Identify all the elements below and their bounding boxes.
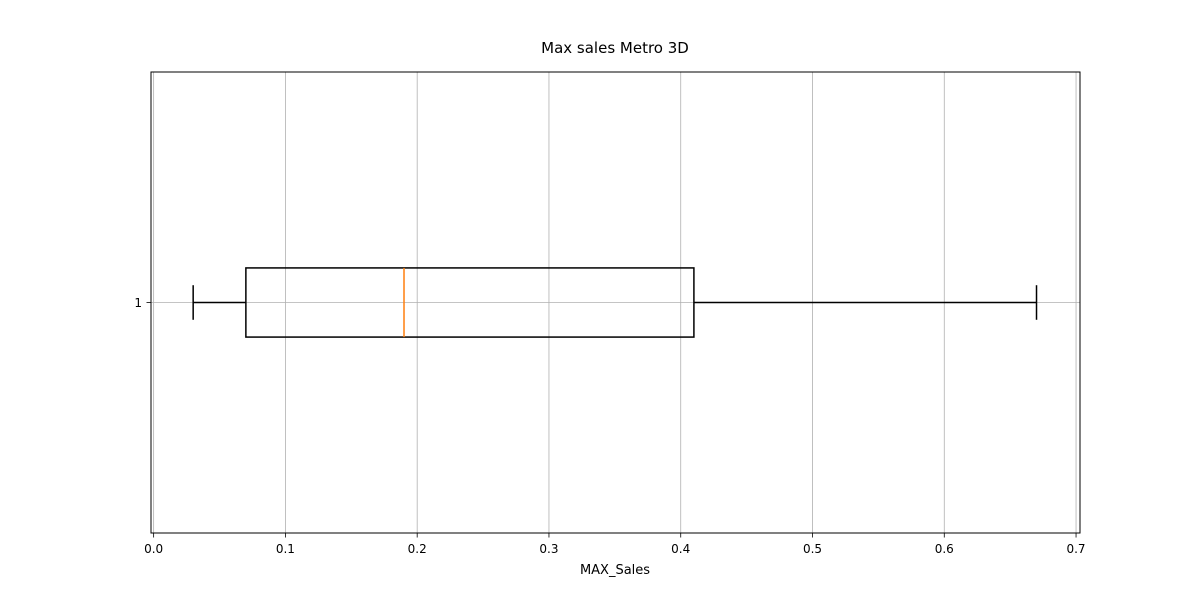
x-axis-ticks: 0.0 0.1 0.2 0.3 0.4 0.5 0.6 0.7: [144, 533, 1086, 556]
x-tick-label: 0.1: [276, 542, 295, 556]
chart-title: Max sales Metro 3D: [541, 39, 689, 57]
y-axis-ticks: 1: [134, 296, 151, 310]
x-tick-label: 0.4: [671, 542, 690, 556]
interquartile-box: [245, 267, 695, 338]
x-tick-label: 0.0: [144, 542, 163, 556]
x-tick-label: 0.2: [408, 542, 427, 556]
y-tick-label: 1: [134, 296, 142, 310]
x-tick-label: 0.3: [539, 542, 558, 556]
x-axis-label: MAX_Sales: [580, 563, 650, 578]
x-tick-label: 0.6: [935, 542, 954, 556]
x-tick-label: 0.7: [1066, 542, 1085, 556]
box-layer: [192, 267, 1038, 338]
x-tick-label: 0.5: [803, 542, 822, 556]
